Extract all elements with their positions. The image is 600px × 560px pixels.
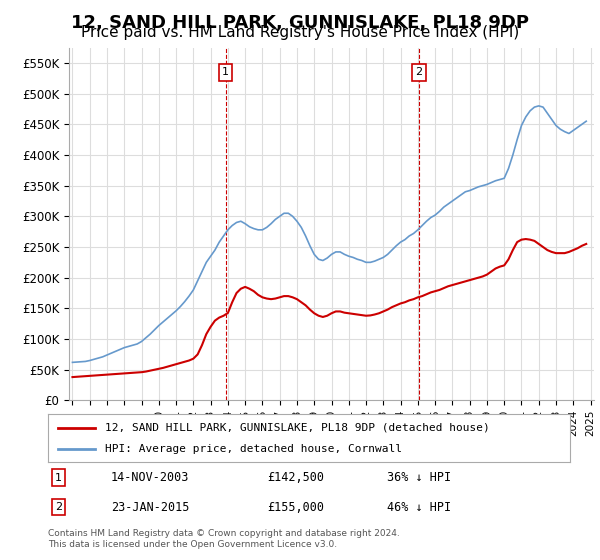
Text: 1: 1 bbox=[55, 473, 62, 483]
Text: 1: 1 bbox=[222, 67, 229, 77]
Text: £155,000: £155,000 bbox=[267, 501, 324, 514]
Text: 46% ↓ HPI: 46% ↓ HPI bbox=[388, 501, 451, 514]
Text: 23-JAN-2015: 23-JAN-2015 bbox=[110, 501, 189, 514]
Text: HPI: Average price, detached house, Cornwall: HPI: Average price, detached house, Corn… bbox=[106, 444, 403, 454]
Text: £142,500: £142,500 bbox=[267, 471, 324, 484]
Text: 12, SAND HILL PARK, GUNNISLAKE, PL18 9DP (detached house): 12, SAND HILL PARK, GUNNISLAKE, PL18 9DP… bbox=[106, 423, 490, 433]
Text: This data is licensed under the Open Government Licence v3.0.: This data is licensed under the Open Gov… bbox=[48, 540, 337, 549]
Text: 14-NOV-2003: 14-NOV-2003 bbox=[110, 471, 189, 484]
Text: 2: 2 bbox=[415, 67, 422, 77]
Text: Contains HM Land Registry data © Crown copyright and database right 2024.: Contains HM Land Registry data © Crown c… bbox=[48, 529, 400, 538]
Text: 12, SAND HILL PARK, GUNNISLAKE, PL18 9DP: 12, SAND HILL PARK, GUNNISLAKE, PL18 9DP bbox=[71, 14, 529, 32]
Text: 36% ↓ HPI: 36% ↓ HPI bbox=[388, 471, 451, 484]
Text: 2: 2 bbox=[55, 502, 62, 512]
Text: Price paid vs. HM Land Registry's House Price Index (HPI): Price paid vs. HM Land Registry's House … bbox=[81, 25, 519, 40]
